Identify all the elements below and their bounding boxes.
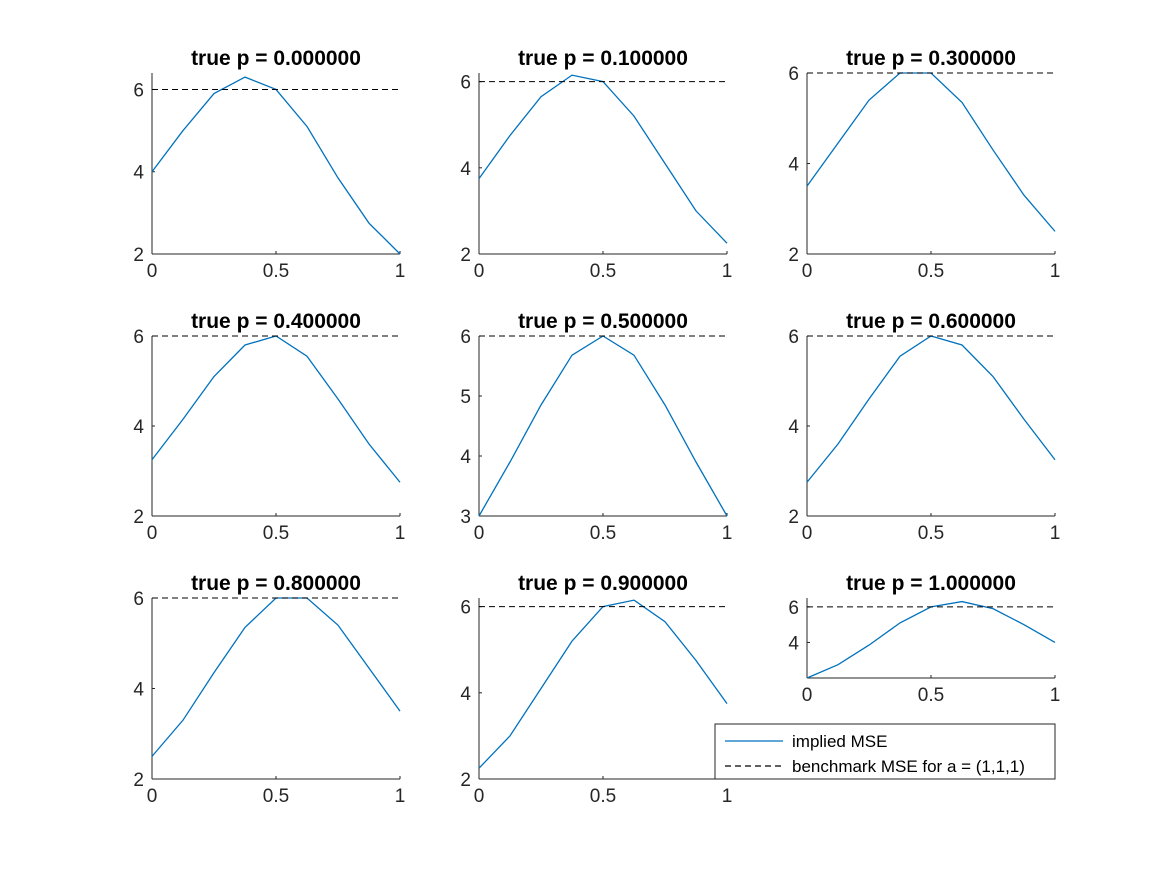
legend-box [714, 723, 1056, 780]
subplot-3: true p = 0.300000 0 0.5 1 2 4 6 [788, 47, 1060, 282]
subplot-6: true p = 0.600000 0 0.5 1 2 4 6 [788, 310, 1060, 544]
subplot-title: true p = 0.900000 [518, 572, 688, 595]
y-tick-label: 6 [133, 327, 144, 348]
subplot-title: true p = 1.000000 [846, 572, 1016, 595]
x-tick-label: 1 [722, 786, 733, 807]
x-tick-label: 0.5 [263, 786, 289, 807]
subplot-8: true p = 0.900000 0 0.5 1 2 4 6 [460, 572, 732, 807]
y-tick-label: 2 [788, 507, 799, 528]
y-tick-label: 2 [788, 245, 799, 266]
legend-label-benchmark: benchmark MSE for a = (1,1,1) [792, 757, 1025, 776]
subplot-title: true p = 0.400000 [191, 310, 361, 333]
x-tick-label: 0.5 [918, 261, 944, 282]
subplot-2: true p = 0.100000 0 0.5 1 2 4 6 [460, 47, 732, 282]
subplot-title: true p = 0.000000 [191, 47, 361, 70]
subplot-title: true p = 0.600000 [846, 310, 1016, 333]
implied-mse-line [478, 599, 728, 769]
subplot-7: true p = 0.800000 0 0.5 1 2 4 6 [133, 572, 405, 807]
x-tick-label: 0.5 [263, 261, 289, 282]
y-tick-label: 5 [460, 387, 471, 408]
legend-label-implied-mse: implied MSE [792, 732, 887, 751]
y-tick-label: 6 [460, 73, 471, 94]
y-tick-label: 2 [133, 245, 144, 266]
x-tick-label: 0.5 [263, 523, 289, 544]
y-tick-label: 4 [788, 417, 799, 438]
x-tick-label: 0 [147, 261, 158, 282]
y-tick-label: 6 [788, 327, 799, 348]
x-tick-label: 1 [1050, 523, 1061, 544]
x-tick-label: 0 [802, 523, 813, 544]
y-tick-label: 3 [460, 507, 471, 528]
x-tick-label: 1 [395, 523, 406, 544]
y-tick-label: 4 [460, 447, 471, 468]
x-tick-label: 1 [395, 786, 406, 807]
y-tick-label: 4 [133, 680, 144, 701]
y-tick-label: 2 [460, 245, 471, 266]
x-tick-label: 0 [802, 685, 813, 706]
x-tick-label: 1 [722, 523, 733, 544]
subplot-title: true p = 0.500000 [518, 310, 688, 333]
x-tick-label: 1 [722, 261, 733, 282]
implied-mse-line [478, 335, 728, 517]
legend: implied MSE benchmark MSE for a = (1,1,1… [714, 723, 1056, 780]
y-tick-label: 4 [133, 163, 144, 184]
x-tick-label: 0 [802, 261, 813, 282]
x-tick-label: 0 [474, 523, 485, 544]
x-tick-label: 0 [474, 261, 485, 282]
x-tick-label: 1 [1050, 261, 1061, 282]
y-tick-label: 4 [133, 417, 144, 438]
subplot-5: true p = 0.500000 0 0.5 1 3 4 5 6 [460, 310, 732, 544]
y-tick-label: 4 [460, 159, 471, 180]
x-tick-label: 1 [1050, 685, 1061, 706]
subplot-title: true p = 0.100000 [518, 47, 688, 70]
implied-mse-line [806, 72, 1056, 232]
implied-mse-line [806, 600, 1056, 679]
y-tick-label: 6 [460, 327, 471, 348]
x-tick-label: 0.5 [590, 786, 616, 807]
y-tick-label: 6 [133, 80, 144, 101]
implied-mse-line [151, 597, 401, 757]
y-tick-label: 2 [460, 770, 471, 791]
y-tick-label: 6 [133, 589, 144, 610]
subplot-4: true p = 0.400000 0 0.5 1 2 4 6 [133, 310, 405, 544]
implied-mse-line [151, 335, 401, 483]
x-tick-label: 1 [395, 261, 406, 282]
implied-mse-line [806, 335, 1056, 483]
subplot-title: true p = 0.300000 [846, 47, 1016, 70]
y-tick-label: 4 [788, 155, 799, 176]
y-tick-label: 6 [460, 598, 471, 619]
y-tick-label: 4 [460, 684, 471, 705]
x-tick-label: 0.5 [590, 261, 616, 282]
x-tick-label: 0.5 [918, 523, 944, 544]
y-tick-label: 6 [788, 598, 799, 619]
implied-mse-line [151, 76, 401, 255]
x-tick-label: 0.5 [590, 523, 616, 544]
y-tick-label: 2 [133, 507, 144, 528]
x-tick-label: 0 [147, 786, 158, 807]
subplot-1: true p = 0.000000 0 0.5 1 2 4 6 [133, 47, 405, 282]
x-tick-label: 0 [147, 523, 158, 544]
y-tick-label: 4 [788, 633, 799, 654]
y-tick-label: 6 [788, 64, 799, 85]
implied-mse-line [478, 74, 728, 244]
subplot-title: true p = 0.800000 [191, 572, 361, 595]
subplot-9: true p = 1.000000 0 0.5 1 4 6 [788, 572, 1060, 706]
y-tick-label: 2 [133, 770, 144, 791]
x-tick-label: 0.5 [918, 685, 944, 706]
x-tick-label: 0 [474, 786, 485, 807]
